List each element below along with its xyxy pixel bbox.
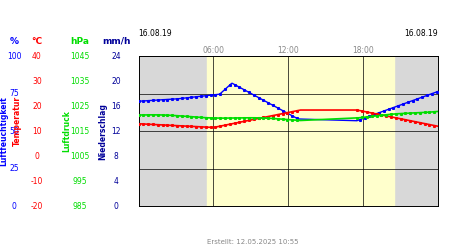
Text: 1015: 1015 [71,127,90,136]
Text: 1005: 1005 [70,152,90,161]
Text: 12: 12 [111,127,121,136]
Text: 20: 20 [111,77,121,86]
Text: 1045: 1045 [70,52,90,61]
Text: 4: 4 [114,177,118,186]
Bar [207,56,394,206]
Text: Niederschlag: Niederschlag [98,103,107,160]
Text: Erstellt: 12.05.2025 10:55: Erstellt: 12.05.2025 10:55 [207,239,298,245]
Text: hPa: hPa [71,37,90,46]
Text: 8: 8 [114,152,118,161]
Text: -10: -10 [31,177,43,186]
Text: 10: 10 [32,127,42,136]
Text: 75: 75 [9,89,19,98]
Text: 0: 0 [114,202,118,211]
Text: 30: 30 [32,77,42,86]
Text: 0: 0 [12,202,17,211]
Text: 985: 985 [73,202,87,211]
Text: 0: 0 [35,152,39,161]
Text: 16.08.19: 16.08.19 [139,29,172,38]
Text: 995: 995 [73,177,87,186]
Text: %: % [10,37,19,46]
Text: 20: 20 [32,102,42,111]
Text: 100: 100 [7,52,22,61]
Text: 16.08.19: 16.08.19 [404,29,438,38]
Text: Luftdruck: Luftdruck [62,110,71,152]
Text: 50: 50 [9,127,19,136]
Text: -20: -20 [31,202,43,211]
Text: Temperatur: Temperatur [13,96,22,146]
Text: Luftfeuchtigkeit: Luftfeuchtigkeit [0,96,8,166]
Text: 1035: 1035 [70,77,90,86]
Text: °C: °C [32,37,42,46]
Text: 25: 25 [9,164,19,173]
Text: mm/h: mm/h [102,37,130,46]
Text: 1025: 1025 [71,102,90,111]
Text: 24: 24 [111,52,121,61]
Text: 16: 16 [111,102,121,111]
Text: 40: 40 [32,52,42,61]
